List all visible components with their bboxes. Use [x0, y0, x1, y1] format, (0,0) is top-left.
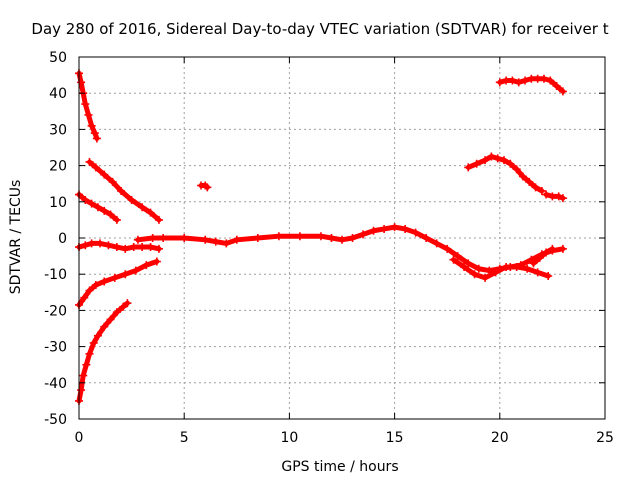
y-tick-label: 50 [49, 50, 67, 66]
trace-segment [148, 210, 162, 223]
x-tick-label: 10 [280, 430, 298, 446]
x-tick-label: 20 [491, 430, 509, 446]
axis-ticks: 0 5 10 15 20 25 -50 -40 -30 -20 -10 0 10 20 30 40 50 [44, 50, 614, 446]
series-arc-top-right [495, 74, 567, 96]
data-point [558, 87, 567, 96]
series-arc-near-zero-left [75, 239, 163, 253]
y-tick-label: -20 [44, 303, 67, 319]
series-blip-near-6 [197, 181, 212, 192]
data-point [154, 244, 163, 253]
series-arc-twenty-right [464, 152, 546, 195]
y-tick-label: -50 [44, 412, 67, 428]
y-axis-label: SDTVAR / TECUs [8, 180, 24, 295]
data-point [537, 186, 546, 195]
x-tick-label: 25 [596, 430, 614, 446]
y-tick-label: -40 [44, 376, 67, 392]
y-tick-label: 20 [49, 159, 67, 175]
series-arc-minus-twenty-left [75, 257, 161, 309]
data-point [544, 272, 553, 281]
series-lower-right-cluster [449, 255, 553, 282]
data-point [548, 244, 557, 253]
data-point [123, 299, 132, 308]
x-tick-label: 0 [75, 430, 84, 446]
series-arc-twelve-right [542, 190, 567, 203]
data-point [92, 134, 101, 143]
x-axis-label: GPS time / hours [281, 459, 398, 475]
data-point [112, 215, 121, 224]
series-arc-12-left [75, 190, 121, 224]
trace-segment [554, 83, 566, 94]
y-tick-label: -30 [44, 340, 67, 356]
x-tick-label: 15 [386, 430, 404, 446]
trace-segment [108, 211, 120, 223]
series-layer [75, 69, 567, 405]
chart-title: Day 280 of 2016, Sidereal Day-to-day VTE… [31, 20, 608, 38]
y-tick-label: 10 [49, 195, 67, 211]
data-point [203, 183, 212, 192]
y-tick-label: 30 [49, 122, 67, 138]
data-point [558, 194, 567, 203]
series-right-spur [529, 244, 557, 268]
data-point [154, 215, 163, 224]
x-tick-label: 5 [180, 430, 189, 446]
y-tick-label: 40 [49, 86, 67, 102]
y-tick-label: 0 [58, 231, 67, 247]
data-point [558, 244, 567, 253]
data-point [152, 257, 161, 266]
series-arc-bottom-left [75, 299, 132, 405]
series-arc-20-left [85, 157, 163, 224]
y-tick-label: -10 [44, 267, 67, 283]
